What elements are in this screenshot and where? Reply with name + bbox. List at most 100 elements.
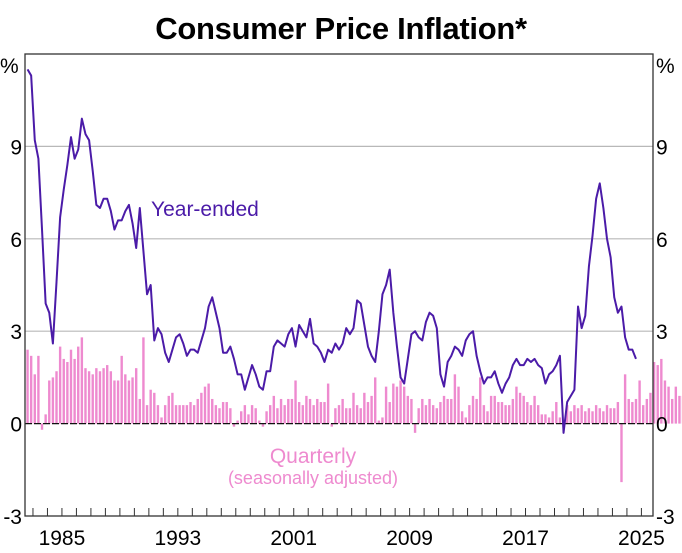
- quarterly-bar: [51, 377, 55, 424]
- quarterly-bar: [649, 392, 652, 424]
- quarterly-bar: [482, 405, 486, 424]
- quarterly-bar: [634, 398, 638, 424]
- quarterly-bar: [406, 395, 410, 424]
- y-tick-label-right: 9: [656, 136, 668, 159]
- quarterly-bar: [569, 411, 572, 424]
- quarterly-bar: [341, 398, 344, 424]
- quarterly-bar: [348, 408, 352, 424]
- quarterly-bar: [145, 405, 149, 424]
- y-tick-label-left: -3: [3, 506, 22, 529]
- quarterly-bar: [402, 386, 406, 424]
- quarterly-bar: [388, 402, 391, 424]
- year-ended-line: [26, 68, 637, 434]
- quarterly-bar: [312, 405, 315, 424]
- quarterly-bar: [254, 408, 257, 424]
- quarterly-bar: [652, 362, 656, 424]
- quarterly-bar: [55, 371, 58, 424]
- quarterly-bar: [113, 380, 116, 424]
- quarterly-bar: [384, 386, 388, 424]
- quarterly-bar: [316, 398, 319, 424]
- quarterly-bar: [62, 358, 65, 424]
- quarterly-bar: [555, 402, 558, 424]
- quarterly-bar: [214, 405, 218, 424]
- quarterly-sublabel: (seasonally adjusted): [228, 468, 398, 488]
- quarterly-bar: [497, 402, 500, 424]
- quarterly-bar: [73, 358, 76, 424]
- quarterly-bar: [670, 398, 674, 424]
- quarterly-bar: [366, 402, 370, 424]
- quarterly-bar: [287, 398, 290, 424]
- quarterly-bar: [203, 386, 207, 424]
- quarterly-bar: [26, 349, 29, 424]
- quarterly-bar: [221, 402, 225, 424]
- quarterly-bar: [591, 411, 594, 424]
- quarterly-bar: [392, 383, 395, 424]
- quarterly-bar: [116, 380, 120, 424]
- quarterly-bar: [526, 402, 529, 424]
- quarterly-bar: [91, 374, 94, 424]
- quarterly-bar: [326, 383, 330, 424]
- x-ticks: 1985 1993 2001 2009 2017 2025: [32, 508, 665, 550]
- quarterly-bar: [236, 420, 239, 424]
- quarterly-bar: [558, 417, 562, 424]
- quarterly-bar: [584, 411, 587, 424]
- quarterly-bar: [87, 371, 91, 424]
- quarterly-bar: [446, 398, 449, 424]
- quarterly-bar: [294, 380, 297, 424]
- quarterly-bar: [399, 380, 402, 424]
- quarterly-bar: [232, 423, 236, 427]
- quarterly-bar: [464, 417, 467, 424]
- quarterly-bar: [370, 395, 373, 424]
- quarterly-bar: [305, 395, 308, 424]
- quarterly-bar: [352, 392, 355, 424]
- quarterly-bar: [660, 358, 663, 424]
- quarterly-bar: [163, 405, 167, 424]
- quarterly-bar: [638, 380, 641, 424]
- quarterly-bar: [29, 355, 33, 424]
- quarterly-bar: [359, 408, 362, 424]
- quarterly-bar: [565, 405, 569, 424]
- quarterly-bar: [207, 383, 210, 424]
- quarterly-bar: [44, 414, 47, 424]
- quarterly-bar: [149, 389, 152, 424]
- quarterly-bar: [243, 405, 247, 424]
- quarterly-bar: [540, 414, 544, 424]
- quarterly-bar: [345, 408, 348, 424]
- quarterly-bar: [460, 411, 464, 424]
- gridlines: [25, 145, 653, 332]
- quarterly-bar: [279, 398, 283, 424]
- quarterly-bar: [134, 368, 138, 424]
- plot-frame: [24, 53, 654, 517]
- quarterly-bar: [428, 398, 431, 424]
- quarterly-bar: [504, 405, 507, 424]
- quarterly-bar: [98, 371, 102, 424]
- quarterly-bar: [211, 398, 214, 424]
- quarterly-bar: [268, 405, 272, 424]
- quarterly-bar: [153, 392, 156, 424]
- quarterly-bar: [471, 395, 475, 424]
- x-tick-label: 2017: [502, 527, 549, 550]
- quarterly-bar: [258, 420, 261, 424]
- quarterly-bar: [435, 408, 438, 424]
- quarterly-bar: [627, 398, 630, 424]
- quarterly-bar: [171, 392, 174, 424]
- quarterly-bar: [33, 374, 36, 424]
- quarterly-bar: [48, 380, 51, 424]
- quarterly-bar: [301, 405, 304, 424]
- quarterly-bar: [551, 411, 554, 424]
- quarterly-bar: [192, 405, 196, 424]
- quarterly-bar: [674, 386, 678, 424]
- quarterly-bar: [250, 405, 254, 424]
- quarterly-bar: [218, 408, 221, 424]
- y-tick-label-left: 6: [10, 229, 22, 252]
- quarterly-bar: [450, 398, 453, 424]
- quarterly-bar: [609, 408, 612, 424]
- quarterly-bar: [131, 377, 134, 424]
- quarterly-bar: [413, 423, 417, 433]
- quarterly-label: Quarterly: [270, 445, 357, 468]
- quarterly-bar: [544, 414, 547, 424]
- quarterly-bar: [489, 395, 493, 424]
- y-tick-label-left: 3: [10, 321, 22, 344]
- quarterly-bar: [138, 398, 142, 424]
- quarterly-bar: [124, 374, 127, 424]
